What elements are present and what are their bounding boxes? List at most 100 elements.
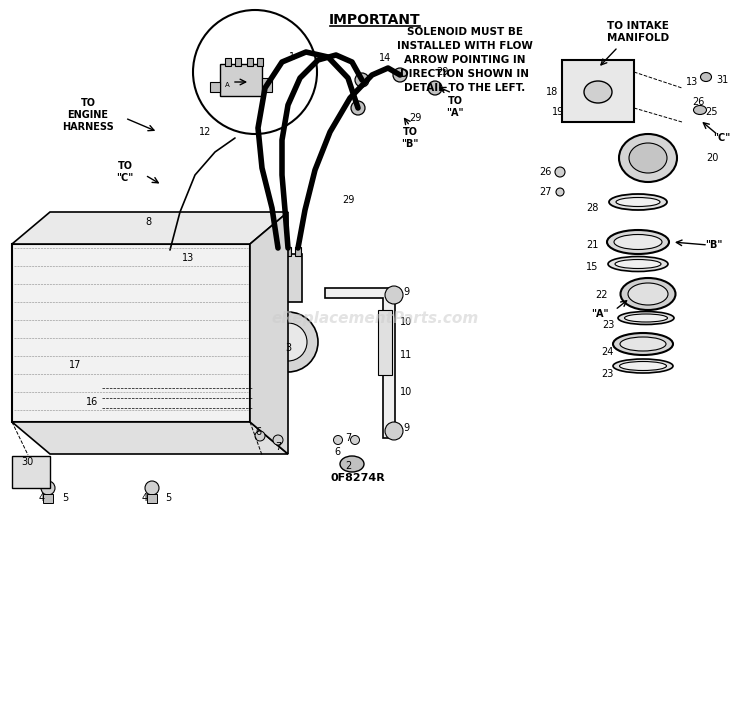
Bar bbox=[285, 247, 291, 256]
Text: 5: 5 bbox=[62, 493, 68, 503]
Text: 3: 3 bbox=[285, 343, 291, 353]
Text: 18: 18 bbox=[546, 87, 558, 97]
Ellipse shape bbox=[607, 230, 669, 254]
Ellipse shape bbox=[340, 456, 364, 472]
Text: 12: 12 bbox=[199, 127, 211, 137]
Bar bbox=[295, 247, 301, 256]
Bar bbox=[262, 78, 272, 92]
Text: 8: 8 bbox=[145, 217, 151, 227]
Text: 26: 26 bbox=[692, 97, 704, 107]
Polygon shape bbox=[325, 288, 395, 438]
Text: 4: 4 bbox=[142, 493, 148, 503]
Text: 6: 6 bbox=[334, 447, 340, 457]
Text: 7: 7 bbox=[345, 433, 351, 443]
Text: 24: 24 bbox=[601, 347, 613, 357]
Bar bbox=[225, 58, 231, 66]
Bar bbox=[43, 494, 53, 503]
Bar bbox=[220, 64, 262, 96]
Text: "A": "A" bbox=[591, 309, 609, 319]
Bar bbox=[12, 456, 50, 488]
Circle shape bbox=[145, 481, 159, 495]
Circle shape bbox=[555, 167, 565, 177]
Ellipse shape bbox=[609, 194, 667, 210]
Ellipse shape bbox=[618, 312, 674, 324]
Circle shape bbox=[355, 73, 369, 87]
Ellipse shape bbox=[613, 333, 673, 355]
Text: TO
"B": TO "B" bbox=[401, 127, 418, 149]
Ellipse shape bbox=[694, 106, 706, 114]
Text: 20: 20 bbox=[706, 153, 718, 163]
Text: 28: 28 bbox=[586, 203, 598, 213]
Text: 16: 16 bbox=[86, 397, 98, 407]
Circle shape bbox=[393, 68, 407, 82]
Bar bbox=[12, 244, 250, 422]
Text: 0F8274R: 0F8274R bbox=[331, 473, 386, 483]
Circle shape bbox=[385, 422, 403, 440]
Text: 25: 25 bbox=[706, 107, 718, 117]
Ellipse shape bbox=[161, 224, 173, 241]
Bar bbox=[247, 58, 253, 66]
Text: 17: 17 bbox=[69, 360, 81, 370]
Text: 6: 6 bbox=[255, 427, 261, 437]
Ellipse shape bbox=[619, 134, 677, 182]
Circle shape bbox=[255, 431, 265, 441]
Text: TO
"A": TO "A" bbox=[446, 96, 464, 118]
Circle shape bbox=[269, 323, 307, 361]
Text: 30: 30 bbox=[21, 457, 33, 467]
Ellipse shape bbox=[620, 361, 667, 371]
Text: "C": "C" bbox=[713, 133, 730, 143]
Bar bbox=[257, 58, 263, 66]
Text: 22: 22 bbox=[596, 290, 608, 300]
Text: 23: 23 bbox=[601, 369, 613, 379]
Text: 27: 27 bbox=[538, 187, 551, 197]
Text: 29: 29 bbox=[436, 67, 448, 77]
Text: 9: 9 bbox=[403, 423, 409, 433]
Text: TO INTAKE
MANIFOLD: TO INTAKE MANIFOLD bbox=[607, 21, 669, 43]
Text: IMPORTANT: IMPORTANT bbox=[329, 13, 421, 27]
Text: 23: 23 bbox=[602, 320, 614, 330]
Bar bbox=[258, 254, 302, 302]
Text: 4: 4 bbox=[39, 493, 45, 503]
Ellipse shape bbox=[629, 143, 667, 173]
Polygon shape bbox=[12, 422, 288, 454]
Text: 14: 14 bbox=[379, 53, 392, 63]
Text: SOLENOID MUST BE
INSTALLED WITH FLOW
ARROW POINTING IN
DIRECTION SHOWN IN
DETAIL: SOLENOID MUST BE INSTALLED WITH FLOW ARR… bbox=[397, 27, 533, 93]
Ellipse shape bbox=[615, 259, 661, 268]
Ellipse shape bbox=[613, 359, 673, 373]
Text: 10: 10 bbox=[400, 387, 412, 397]
Text: 21: 21 bbox=[586, 240, 598, 250]
Circle shape bbox=[428, 81, 442, 95]
Text: 29: 29 bbox=[342, 195, 354, 205]
Text: 9: 9 bbox=[403, 287, 409, 297]
Text: 15: 15 bbox=[586, 262, 598, 272]
Text: TO
ENGINE
HARNESS: TO ENGINE HARNESS bbox=[62, 97, 114, 132]
Ellipse shape bbox=[614, 234, 662, 249]
Ellipse shape bbox=[625, 314, 668, 322]
Text: 29: 29 bbox=[409, 113, 422, 123]
Text: 7: 7 bbox=[274, 442, 281, 452]
Text: 11: 11 bbox=[400, 350, 412, 360]
Polygon shape bbox=[12, 212, 288, 244]
Circle shape bbox=[351, 101, 365, 115]
Ellipse shape bbox=[616, 197, 660, 207]
Ellipse shape bbox=[584, 81, 612, 103]
Circle shape bbox=[273, 435, 283, 445]
Bar bbox=[271, 247, 277, 256]
Text: 13: 13 bbox=[686, 77, 698, 87]
Circle shape bbox=[556, 188, 564, 196]
Bar bbox=[210, 82, 220, 92]
Text: 2: 2 bbox=[345, 461, 351, 471]
Text: 13: 13 bbox=[182, 253, 194, 263]
Circle shape bbox=[350, 435, 359, 444]
Text: 19: 19 bbox=[552, 107, 564, 117]
Text: 1: 1 bbox=[289, 52, 295, 62]
Circle shape bbox=[41, 481, 55, 495]
Circle shape bbox=[258, 312, 318, 372]
Polygon shape bbox=[250, 212, 288, 454]
Ellipse shape bbox=[620, 337, 666, 351]
Ellipse shape bbox=[700, 72, 712, 82]
Circle shape bbox=[334, 435, 343, 444]
Text: 5: 5 bbox=[165, 493, 171, 503]
Bar bbox=[378, 310, 392, 375]
Ellipse shape bbox=[628, 283, 668, 305]
